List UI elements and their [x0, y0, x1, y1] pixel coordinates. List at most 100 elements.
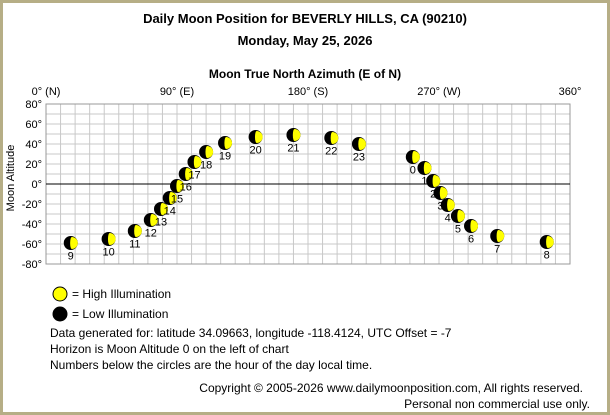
- x-tick-label: 270° (W): [417, 86, 461, 98]
- hour-label: 1: [421, 176, 427, 188]
- moon-point: 11: [127, 224, 142, 251]
- info-line-1: Data generated for: latitude 34.09663, l…: [50, 326, 452, 340]
- moon-point: 15: [170, 179, 184, 206]
- personal-use-text: Personal non commercial use only.: [404, 397, 590, 411]
- moon-point: 7: [490, 229, 505, 256]
- legend-low-swatch: [52, 306, 68, 322]
- y-tick-label: 40°: [25, 139, 42, 151]
- y-tick-label: -20°: [22, 199, 42, 211]
- legend-high-label: = High Illumination: [72, 287, 171, 301]
- moon-point: 20: [248, 130, 263, 157]
- y-axis-title: Moon Altitude: [5, 145, 17, 212]
- y-tick-label: 0°: [31, 179, 42, 191]
- moon-illuminated-part: [169, 192, 177, 204]
- moon-point: 9: [63, 236, 78, 263]
- moon-illuminated-part: [432, 175, 441, 187]
- hour-label: 20: [249, 145, 261, 157]
- moon-illuminated-part: [358, 138, 366, 150]
- moon-point: 5: [450, 209, 465, 236]
- y-tick-label: -40°: [22, 219, 42, 231]
- moon-point: 1: [417, 161, 432, 188]
- moon-illuminated-part: [330, 132, 339, 144]
- moon-illuminated-part: [423, 162, 432, 174]
- chart-title: Daily Moon Position for BEVERLY HILLS, C…: [143, 11, 467, 26]
- moon-illuminated-part: [107, 233, 116, 245]
- hour-label: 0: [410, 165, 416, 177]
- y-tick-label: 20°: [25, 159, 42, 171]
- moon-illuminated-part: [546, 236, 554, 248]
- chart-date: Monday, May 25, 2026: [238, 33, 373, 48]
- info-line-3: Numbers below the circles are the hour o…: [50, 358, 372, 372]
- moon-point: 21: [286, 128, 301, 155]
- moon-illuminated-part: [254, 131, 263, 143]
- moon-illuminated-part: [134, 225, 142, 237]
- hour-label: 12: [145, 228, 157, 240]
- info-line-2: Horizon is Moon Altitude 0 on the left o…: [50, 342, 289, 356]
- moon-illuminated-part: [412, 151, 420, 163]
- y-tick-label: 60°: [25, 119, 42, 131]
- moon-point: 0: [405, 150, 420, 177]
- hour-label: 13: [155, 217, 167, 229]
- hour-label: 11: [129, 239, 140, 251]
- moon-illuminated-part: [160, 203, 168, 215]
- moon-illuminated-part: [70, 237, 78, 249]
- hour-label: 9: [68, 251, 74, 263]
- hour-label: 15: [171, 194, 183, 206]
- legend-low-label: = Low Illumination: [72, 307, 168, 321]
- moon-illuminated-part: [292, 129, 301, 141]
- hour-label: 19: [219, 151, 231, 163]
- moon-point: 17: [187, 155, 202, 182]
- hour-label: 18: [200, 160, 212, 172]
- moon-illuminated-part: [185, 168, 193, 180]
- copyright-text: Copyright © 2005-2026 www.dailymoonposit…: [199, 381, 583, 395]
- hour-label: 16: [180, 182, 192, 194]
- moon-illuminated-part: [205, 146, 214, 158]
- moon-illuminated-part: [470, 220, 479, 232]
- hour-label: 21: [287, 143, 299, 155]
- y-tick-label: -80°: [22, 259, 42, 271]
- moon-illuminated-part: [457, 210, 465, 222]
- hour-label: 3: [437, 201, 443, 213]
- x-tick-label: 360°: [559, 86, 582, 98]
- hour-label: 7: [494, 244, 500, 256]
- x-tick-label: 180° (S): [288, 86, 328, 98]
- moon-point: 10: [101, 232, 116, 259]
- hour-label: 2: [430, 189, 436, 201]
- moon-illuminated-part: [447, 199, 455, 211]
- moon-point: 3: [433, 186, 448, 213]
- y-tick-labels: 80° 60° 40° 20° 0° -20° -40° -60° -80°: [22, 99, 42, 271]
- moon-illuminated-part: [224, 137, 233, 149]
- hour-label: 23: [353, 152, 365, 164]
- moon-point: 23: [351, 137, 366, 164]
- x-axis-title: Moon True North Azimuth (E of N): [209, 67, 401, 81]
- moon-point: 16: [178, 167, 193, 194]
- hour-label: 10: [102, 247, 114, 259]
- moon-point: 22: [324, 131, 339, 158]
- moon-illuminated-part: [439, 187, 448, 199]
- hour-label: 8: [544, 250, 550, 262]
- hour-label: 14: [164, 206, 176, 218]
- y-tick-label: 80°: [25, 99, 42, 111]
- grid-lines: [45, 103, 571, 265]
- moon-point: 18: [199, 145, 214, 172]
- moon-point: 4: [440, 198, 455, 225]
- moon-illuminated-part: [496, 230, 505, 242]
- hour-label: 6: [468, 234, 474, 246]
- moon-illuminated-part: [150, 214, 158, 226]
- moon-point: 14: [162, 191, 177, 218]
- moon-point: 6: [464, 219, 479, 246]
- x-tick-label: 0° (N): [32, 86, 61, 98]
- moon-point: 19: [218, 136, 233, 163]
- moon-point: 2: [426, 174, 441, 201]
- moon-illuminated-part: [176, 180, 184, 192]
- moon-point: 12: [143, 213, 158, 240]
- hour-label: 4: [445, 213, 451, 225]
- x-tick-labels: 0° (N) 90° (E) 180° (S) 270° (W) 360°: [32, 86, 582, 98]
- legend-high-swatch: [52, 286, 68, 302]
- x-tick-label: 90° (E): [160, 86, 194, 98]
- moon-illuminated-part: [193, 156, 202, 168]
- hour-label: 17: [188, 170, 200, 182]
